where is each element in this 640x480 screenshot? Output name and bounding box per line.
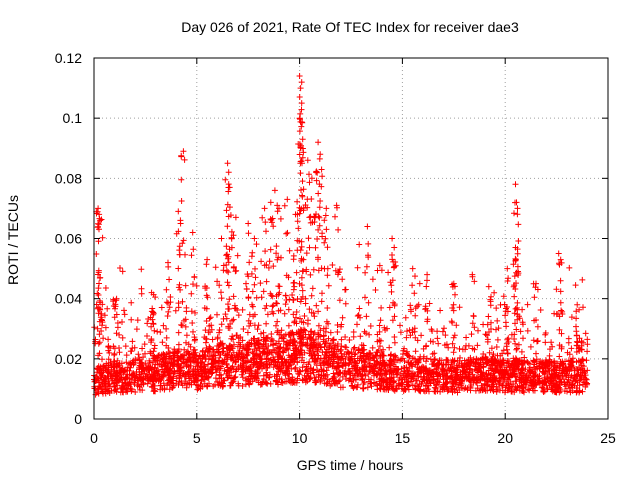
x-axis-title: GPS time / hours — [297, 457, 404, 473]
data-points — [91, 73, 591, 398]
x-tick-label: 25 — [600, 430, 616, 446]
y-tick-label: 0.04 — [55, 291, 82, 307]
y-tick-labels: 0 0.02 0.04 0.06 0.08 0.1 0.12 — [55, 50, 82, 427]
x-tick-label: 0 — [90, 430, 98, 446]
y-tick-label: 0.1 — [63, 110, 83, 126]
y-tick-label: 0.02 — [55, 351, 82, 367]
x-tick-label: 15 — [395, 430, 411, 446]
chart-title: Day 026 of 2021, Rate Of TEC Index for r… — [181, 19, 519, 35]
y-tick-label: 0.06 — [55, 231, 82, 247]
y-tick-label: 0.08 — [55, 170, 82, 186]
x-tick-labels: 0 5 10 15 20 25 — [90, 430, 616, 446]
x-tick-label: 5 — [193, 430, 201, 446]
x-tick-label: 20 — [497, 430, 513, 446]
roti-points — [91, 73, 591, 398]
y-axis-title: ROTI / TECUs — [5, 195, 21, 285]
x-tick-label: 10 — [292, 430, 308, 446]
axis-ticks — [93, 57, 609, 420]
y-tick-label: 0 — [74, 411, 82, 427]
y-tick-label: 0.12 — [55, 50, 82, 66]
